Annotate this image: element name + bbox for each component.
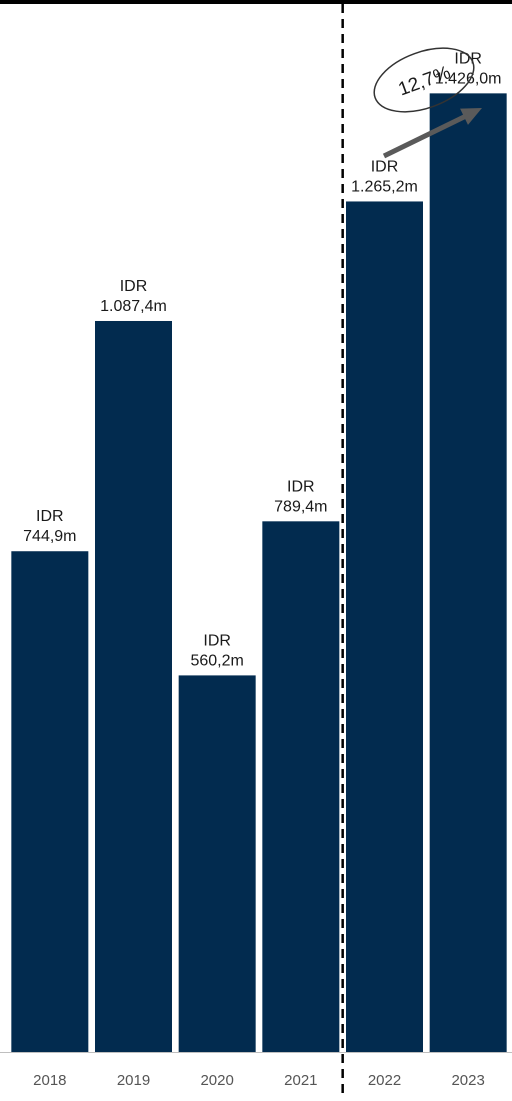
data-label-2022-line-1: IDR bbox=[371, 158, 399, 175]
x-tick-2023: 2023 bbox=[451, 1072, 484, 1089]
data-label-2023-line-1: IDR bbox=[454, 50, 482, 67]
x-tick-2022: 2022 bbox=[368, 1072, 401, 1089]
x-tick-2019: 2019 bbox=[117, 1072, 150, 1089]
data-label-2021-line-2: 789,4m bbox=[274, 498, 327, 515]
bar-2018 bbox=[11, 551, 89, 1052]
x-tick-2018: 2018 bbox=[33, 1072, 66, 1089]
x-tick-labels: 2018 2019 2020 2021 2022 2023 bbox=[33, 1072, 485, 1089]
cagr-ellipse bbox=[373, 47, 475, 113]
data-label-2019-line-2: 1.087,4m bbox=[100, 298, 167, 315]
data-label-2019-line-1: IDR bbox=[120, 278, 148, 295]
bar-2021 bbox=[262, 521, 340, 1052]
value-labels: IDR 744,9m IDR 1.087,4m IDR 560,2m IDR 789,4m ID… bbox=[23, 50, 501, 669]
data-label-2020-line-2: 560,2m bbox=[190, 652, 243, 669]
growth-arrow-icon bbox=[382, 113, 468, 159]
bar-2020 bbox=[178, 675, 256, 1052]
data-label-2021-line-1: IDR bbox=[287, 478, 315, 495]
x-tick-2020: 2020 bbox=[200, 1072, 233, 1089]
data-label-2020-line-1: IDR bbox=[203, 632, 231, 649]
data-label-2018-line-2: 744,9m bbox=[23, 528, 76, 545]
growth-arrowhead-icon bbox=[460, 108, 482, 125]
bar-2019 bbox=[95, 320, 172, 1052]
data-label-2018-line-1: IDR bbox=[36, 508, 64, 525]
bars bbox=[11, 93, 507, 1053]
x-tick-2021: 2021 bbox=[284, 1072, 317, 1089]
bar-2022 bbox=[346, 201, 423, 1052]
data-label-2022-line-2: 1.265,2m bbox=[351, 178, 418, 195]
bar-2023 bbox=[429, 93, 507, 1053]
data-label-2023-line-2: 1.426,0m bbox=[435, 70, 502, 87]
